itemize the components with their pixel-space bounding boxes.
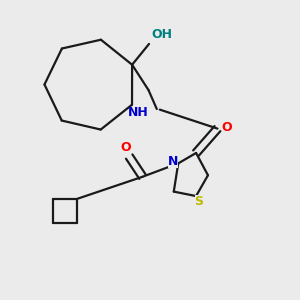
Text: O: O [221,121,232,134]
Text: N: N [168,155,178,168]
Text: OH: OH [151,28,172,41]
Text: NH: NH [128,106,148,119]
Text: O: O [120,141,131,154]
Text: S: S [194,195,203,208]
